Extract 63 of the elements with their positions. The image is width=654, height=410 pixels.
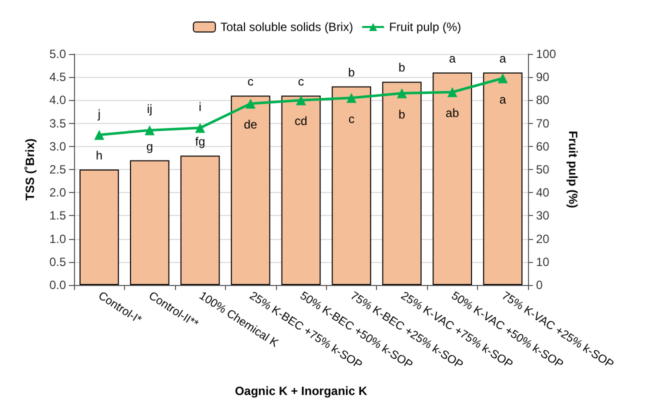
data-label: fg — [195, 134, 206, 149]
data-label: j — [96, 106, 101, 121]
legend-label: Fruit pulp (%) — [389, 20, 462, 34]
data-label: g — [146, 139, 154, 154]
bar — [130, 160, 170, 285]
x-axis-title: Oagnic K + Inorganic K — [234, 384, 368, 398]
point — [447, 87, 458, 98]
legend-label: Total soluble solids (Brix) — [220, 20, 354, 34]
bar — [483, 72, 522, 285]
y-tick-label: 2.5 — [49, 162, 66, 176]
data-label: b — [398, 60, 406, 75]
y2-axis-title: Fruit pulp (%) — [566, 130, 580, 208]
bar — [382, 82, 422, 285]
data-label: cd — [294, 114, 308, 128]
data-label: a — [448, 51, 456, 66]
y2-tick-label: 70 — [536, 116, 550, 130]
y2-tick-label: 40 — [536, 186, 550, 200]
y2-tick-label: 50 — [536, 162, 550, 176]
data-label: b — [348, 65, 356, 80]
y-tick-label: 1.0 — [49, 232, 66, 246]
y-tick-label: 4.0 — [49, 93, 66, 108]
y2-tick-label: 10 — [536, 254, 550, 269]
y2-tick-label: 90 — [536, 70, 550, 84]
y-tick-label: 5.0 — [49, 47, 66, 61]
point — [498, 73, 508, 84]
point — [246, 98, 256, 109]
y-tick-label: 1.5 — [49, 208, 66, 223]
bar — [180, 156, 220, 285]
point — [346, 92, 356, 103]
bar — [432, 72, 472, 285]
data-label: ij — [146, 102, 152, 116]
y-tick-label: 3.5 — [49, 116, 66, 130]
data-label: c — [298, 74, 304, 89]
y-tick-label: 0.0 — [49, 278, 66, 292]
y2-tick-label: 30 — [536, 208, 550, 223]
data-label: c — [248, 74, 254, 89]
y2-tick-label: 60 — [536, 139, 550, 154]
point — [396, 88, 407, 98]
y-tick-label: 4.5 — [49, 70, 66, 84]
bar — [281, 96, 321, 285]
y2-tick-label: 80 — [536, 93, 550, 108]
point — [94, 130, 104, 140]
bar — [80, 170, 119, 285]
data-label: i — [198, 100, 202, 114]
y-tick-label: 2.0 — [49, 186, 66, 200]
y-tick-label: 3.0 — [49, 139, 66, 154]
data-label: a — [499, 92, 506, 106]
y2-tick-label: 20 — [536, 232, 550, 246]
y-tick-label: 0.5 — [49, 254, 66, 269]
point — [195, 122, 206, 133]
data-label: c — [348, 112, 354, 126]
y-axis-title: TSS (˚Brix) — [23, 138, 37, 201]
data-label: a — [499, 51, 506, 66]
y2-tick-label: 0 — [536, 278, 543, 292]
data-label: h — [96, 148, 103, 162]
data-label: de — [244, 118, 258, 132]
point — [144, 125, 155, 136]
data-label: b — [398, 107, 406, 122]
bar — [332, 86, 372, 285]
bar — [230, 96, 270, 285]
data-label: ab — [446, 106, 460, 120]
y2-tick-label: 100 — [536, 47, 556, 61]
point — [296, 95, 306, 106]
